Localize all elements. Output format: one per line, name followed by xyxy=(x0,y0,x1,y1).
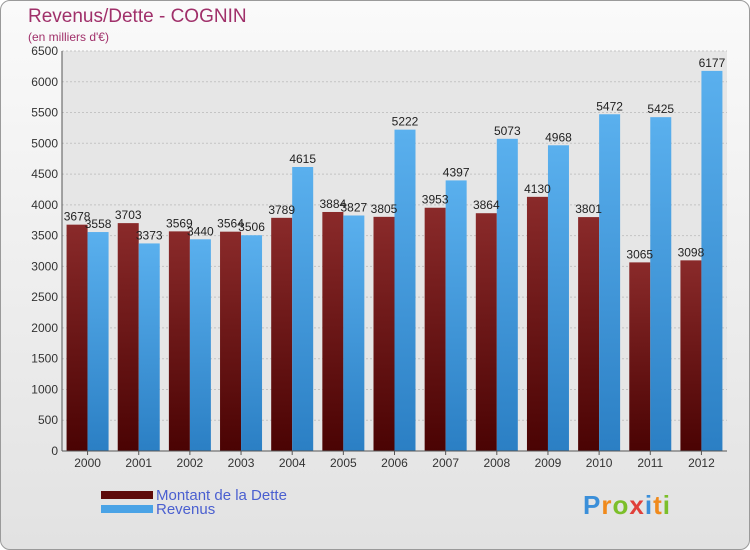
y-tick-label: 3500 xyxy=(31,229,58,243)
bar-dette xyxy=(526,196,548,451)
y-tick-label: 6500 xyxy=(31,44,58,58)
data-label-dette: 3703 xyxy=(115,208,142,222)
bar-revenus xyxy=(547,145,569,451)
data-label-dette: 3805 xyxy=(371,202,398,216)
chart-subtitle: (en milliers d'€) xyxy=(28,30,109,44)
legend-swatch-revenus xyxy=(101,505,153,513)
y-tick-label: 6000 xyxy=(31,75,58,89)
data-label-revenus: 4968 xyxy=(545,130,572,144)
y-tick-label: 4500 xyxy=(31,167,58,181)
legend-item-dette: Montant de la Dette xyxy=(101,486,287,504)
data-label-revenus: 5472 xyxy=(596,99,623,113)
bar-revenus xyxy=(650,117,672,452)
bar-dette xyxy=(271,217,293,451)
proxiti-logo: Proxiti xyxy=(583,490,671,520)
bar-revenus xyxy=(343,215,365,451)
y-tick-label: 5500 xyxy=(31,106,58,120)
data-label-dette: 3801 xyxy=(575,202,602,216)
data-label-dette: 3864 xyxy=(473,198,500,212)
bar-dette xyxy=(322,211,344,451)
bar-revenus xyxy=(599,114,621,451)
bar-revenus xyxy=(445,180,467,451)
bar-revenus xyxy=(394,129,416,451)
x-tick-label: 2010 xyxy=(586,456,613,470)
data-label-revenus: 5073 xyxy=(494,124,521,138)
y-tick-label: 3000 xyxy=(31,259,58,273)
y-tick-label: 500 xyxy=(38,413,58,427)
data-label-revenus: 3440 xyxy=(187,224,214,238)
x-tick-label: 2006 xyxy=(381,456,408,470)
data-label-dette: 4130 xyxy=(524,182,551,196)
y-tick-label: 2500 xyxy=(31,290,58,304)
bar-dette xyxy=(680,260,702,451)
bar-dette xyxy=(424,207,446,451)
bar-dette xyxy=(168,231,190,451)
x-tick-label: 2001 xyxy=(125,456,152,470)
y-tick-label: 1500 xyxy=(31,352,58,366)
x-tick-label: 2008 xyxy=(483,456,510,470)
legend-label-dette: Montant de la Dette xyxy=(156,486,287,504)
axis-layer: 0 500 1000 1500 2000 2500 3000 3500 4000 4500 5000… xyxy=(31,44,727,470)
y-tick-label: 1000 xyxy=(31,382,58,396)
bar-revenus xyxy=(292,167,314,451)
bar-dette xyxy=(578,217,600,451)
y-tick-label: 5000 xyxy=(31,136,58,150)
legend-label-revenus: Revenus xyxy=(156,500,216,518)
chart-title: Revenus/Dette - COGNIN xyxy=(28,6,247,27)
x-tick-label: 2003 xyxy=(228,456,255,470)
data-label-dette: 3884 xyxy=(319,197,346,211)
data-label-revenus: 3373 xyxy=(136,228,163,242)
data-label-revenus: 3558 xyxy=(85,217,112,231)
data-label-dette: 3098 xyxy=(678,245,705,259)
y-tick-label: 4000 xyxy=(31,198,58,212)
legend-swatch-dette xyxy=(101,491,153,499)
y-tick-label: 0 xyxy=(51,444,58,458)
data-label-revenus: 5425 xyxy=(647,102,674,116)
legend-item-revenus: Revenus xyxy=(101,500,216,518)
x-tick-label: 2012 xyxy=(688,456,715,470)
bars-layer xyxy=(66,70,723,452)
bar-revenus xyxy=(701,70,723,451)
x-tick-label: 2009 xyxy=(535,456,562,470)
bar-dette xyxy=(475,213,497,451)
data-label-revenus: 4615 xyxy=(289,152,316,166)
x-tick-label: 2004 xyxy=(279,456,306,470)
data-label-revenus: 4397 xyxy=(443,165,470,179)
data-label-dette: 3569 xyxy=(166,216,193,230)
bar-dette xyxy=(629,262,651,451)
data-label-dette: 3678 xyxy=(64,210,91,224)
x-tick-label: 2011 xyxy=(637,456,663,470)
data-label-dette: 3953 xyxy=(422,193,449,207)
data-label-dette: 3789 xyxy=(268,203,295,217)
bar-dette xyxy=(117,223,139,451)
data-label-revenus: 3506 xyxy=(238,220,265,234)
x-tick-label: 2000 xyxy=(74,456,101,470)
x-tick-label: 2002 xyxy=(177,456,204,470)
data-label-dette: 3564 xyxy=(217,217,244,231)
bar-dette xyxy=(373,216,395,451)
data-label-dette: 3065 xyxy=(626,247,653,261)
data-label-revenus: 6177 xyxy=(699,56,726,70)
bar-dette xyxy=(220,231,242,451)
bar-revenus xyxy=(138,243,160,451)
x-tick-label: 2007 xyxy=(432,456,459,470)
bar-revenus xyxy=(189,239,211,451)
bar-revenus xyxy=(496,138,518,452)
data-label-revenus: 3827 xyxy=(340,200,367,214)
data-label-revenus: 5222 xyxy=(392,115,419,129)
x-tick-label: 2005 xyxy=(330,456,357,470)
y-tick-label: 2000 xyxy=(31,321,58,335)
bar-dette xyxy=(66,224,88,451)
bar-revenus xyxy=(241,235,263,451)
bar-revenus xyxy=(87,232,109,451)
